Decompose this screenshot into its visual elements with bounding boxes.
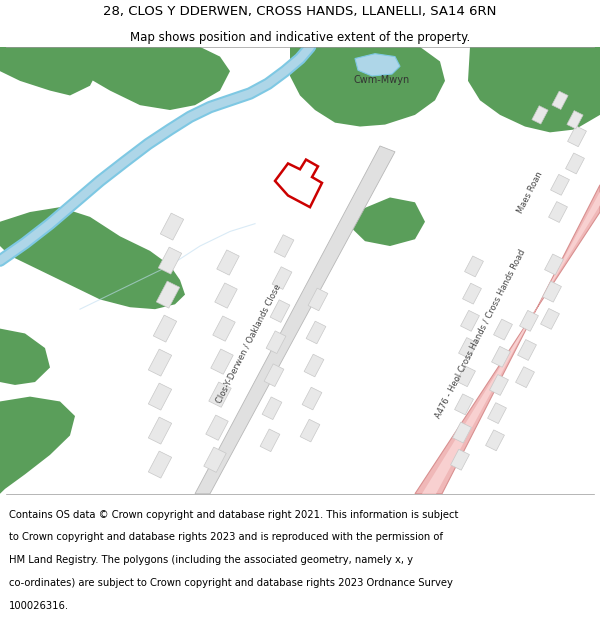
Polygon shape [213, 316, 235, 341]
Polygon shape [520, 311, 538, 331]
Polygon shape [468, 47, 600, 132]
Polygon shape [567, 111, 583, 129]
Polygon shape [306, 321, 326, 344]
Polygon shape [264, 364, 284, 386]
Polygon shape [463, 283, 481, 304]
Polygon shape [355, 54, 400, 76]
Polygon shape [195, 146, 395, 494]
Polygon shape [160, 213, 184, 240]
Polygon shape [262, 397, 282, 419]
Polygon shape [494, 319, 512, 340]
Polygon shape [0, 47, 100, 96]
Polygon shape [148, 417, 172, 444]
Polygon shape [211, 349, 233, 374]
Polygon shape [461, 311, 479, 331]
Polygon shape [464, 256, 484, 277]
Polygon shape [548, 202, 568, 222]
Polygon shape [568, 126, 586, 147]
Polygon shape [260, 429, 280, 452]
Polygon shape [304, 354, 324, 377]
Polygon shape [518, 339, 536, 361]
Polygon shape [300, 419, 320, 442]
Polygon shape [157, 281, 179, 308]
Polygon shape [148, 451, 172, 478]
Polygon shape [206, 415, 228, 440]
Polygon shape [532, 106, 548, 124]
Polygon shape [490, 374, 508, 396]
Polygon shape [154, 315, 176, 342]
Polygon shape [455, 394, 473, 415]
Polygon shape [451, 449, 469, 470]
Polygon shape [545, 254, 563, 275]
Polygon shape [148, 349, 172, 376]
Polygon shape [308, 288, 328, 311]
Text: HM Land Registry. The polygons (including the associated geometry, namely x, y: HM Land Registry. The polygons (includin… [9, 556, 413, 566]
Text: Cwm-Mwyn: Cwm-Mwyn [354, 75, 410, 85]
Text: co-ordinates) are subject to Crown copyright and database rights 2023 Ordnance S: co-ordinates) are subject to Crown copyr… [9, 578, 453, 588]
Polygon shape [457, 366, 475, 387]
Text: A476 - Heol Cross Hands / Cross Hands Road: A476 - Heol Cross Hands / Cross Hands Ro… [433, 248, 527, 419]
Polygon shape [485, 430, 505, 451]
Polygon shape [458, 338, 478, 359]
Polygon shape [60, 47, 230, 110]
Polygon shape [209, 382, 231, 408]
Text: Map shows position and indicative extent of the property.: Map shows position and indicative extent… [130, 31, 470, 44]
Text: 28, CLOS Y DDERWEN, CROSS HANDS, LLANELLI, SA14 6RN: 28, CLOS Y DDERWEN, CROSS HANDS, LLANELL… [103, 5, 497, 18]
Polygon shape [148, 383, 172, 410]
Polygon shape [272, 267, 292, 289]
Polygon shape [0, 397, 75, 494]
Text: Clos-Y-Derwen / Oaklands Close: Clos-Y-Derwen / Oaklands Close [214, 282, 282, 404]
Polygon shape [217, 250, 239, 275]
Polygon shape [158, 247, 182, 274]
Polygon shape [0, 47, 185, 309]
Polygon shape [204, 447, 226, 472]
Polygon shape [350, 198, 425, 246]
Text: Maes Roan: Maes Roan [515, 170, 544, 215]
Polygon shape [491, 346, 511, 368]
Polygon shape [542, 281, 562, 302]
Text: Contains OS data © Crown copyright and database right 2021. This information is : Contains OS data © Crown copyright and d… [9, 509, 458, 519]
Polygon shape [552, 91, 568, 109]
Polygon shape [566, 153, 584, 174]
Polygon shape [515, 367, 535, 388]
Polygon shape [422, 192, 600, 494]
Polygon shape [0, 329, 50, 385]
Polygon shape [551, 174, 569, 195]
Polygon shape [452, 422, 472, 443]
Polygon shape [215, 283, 237, 308]
Polygon shape [270, 300, 290, 322]
Polygon shape [488, 402, 506, 424]
Polygon shape [302, 388, 322, 410]
Polygon shape [415, 185, 600, 494]
Text: to Crown copyright and database rights 2023 and is reproduced with the permissio: to Crown copyright and database rights 2… [9, 532, 443, 542]
Polygon shape [290, 47, 445, 126]
Polygon shape [541, 309, 559, 329]
Polygon shape [266, 331, 286, 354]
Polygon shape [274, 235, 294, 258]
Text: 100026316.: 100026316. [9, 601, 69, 611]
